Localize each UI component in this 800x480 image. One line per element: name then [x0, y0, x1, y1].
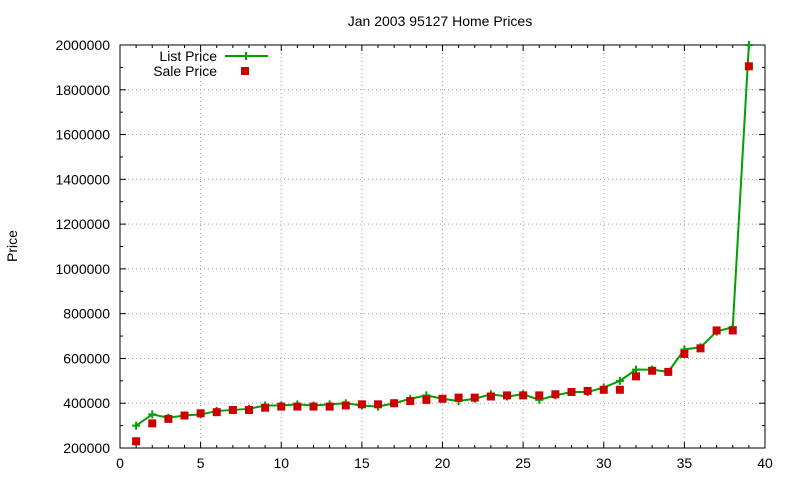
- sale-price-point: [374, 400, 382, 409]
- sale-price-point: [228, 405, 237, 414]
- sale-price-point: [519, 391, 528, 400]
- sale-price-point: [632, 372, 640, 381]
- sale-price-point: [196, 409, 205, 418]
- axes-frame: [119, 44, 766, 449]
- sale-price-point: [406, 396, 415, 405]
- y-tick-label: 2000000: [55, 37, 110, 53]
- y-tick-label: 800000: [63, 306, 110, 322]
- sale-price-point: [164, 414, 173, 423]
- sale-price-point: [664, 367, 673, 376]
- sale-price-point: [212, 408, 221, 417]
- sale-price-point: [551, 390, 560, 399]
- x-tick-label: 15: [354, 455, 370, 471]
- legend-label-sale-price: Sale Price: [153, 63, 217, 79]
- sale-price-point: [503, 391, 511, 400]
- y-tick-label: 1200000: [55, 216, 110, 232]
- x-tick-label: 5: [197, 455, 205, 471]
- sale-price-point: [261, 403, 270, 412]
- x-tick-label: 30: [596, 455, 612, 471]
- x-tick-label: 20: [435, 455, 451, 471]
- y-tick-label: 1600000: [55, 127, 110, 143]
- y-tick-label: 1800000: [55, 82, 110, 98]
- legend-marker-sale-price: [241, 67, 249, 75]
- legend: List Price Sale Price: [153, 48, 268, 79]
- list-price-point: [132, 421, 141, 430]
- sale-price-point: [696, 344, 705, 353]
- legend-label-list-price: List Price: [159, 48, 217, 64]
- sale-price-point: [245, 405, 253, 414]
- grid-lines: [120, 45, 765, 448]
- sale-price-point: [325, 402, 334, 411]
- sale-price-point: [712, 326, 721, 335]
- sale-price-point: [293, 402, 302, 411]
- sale-price-point: [454, 393, 463, 402]
- sale-price-point: [486, 392, 495, 401]
- sale-price-point: [470, 393, 479, 402]
- x-tick-label: 25: [515, 455, 531, 471]
- sale-price-point: [309, 402, 318, 411]
- x-tick-label: 0: [116, 455, 124, 471]
- x-tick-label: 10: [273, 455, 289, 471]
- sale-price-point: [132, 437, 141, 446]
- chart-title: Jan 2003 95127 Home Prices: [348, 13, 532, 29]
- sale-price-point: [438, 394, 447, 403]
- x-tick-label: 35: [677, 455, 693, 471]
- tick-labels: 0 5 10 15 20 25 30 35 40 200000 400000 600000 800000…: [55, 37, 773, 471]
- legend-marker-list-price: [242, 52, 250, 60]
- sale-price-point: [180, 411, 189, 420]
- list-price-point: [615, 376, 624, 385]
- list-price-point: [148, 410, 157, 419]
- sale-price-point: [583, 386, 592, 395]
- list-price-line: [135, 44, 750, 427]
- sale-price-point: [357, 400, 366, 409]
- sale-price-point: [680, 349, 689, 358]
- list-price-point: [632, 365, 640, 374]
- y-tick-label: 1400000: [55, 171, 110, 187]
- sale-price-point: [728, 326, 737, 335]
- sale-price-point: [599, 385, 608, 394]
- sale-price-point: [648, 366, 657, 375]
- sale-price-point: [567, 388, 576, 397]
- y-tick-label: 600000: [63, 350, 110, 366]
- sale-price-point: [390, 399, 399, 408]
- y-tick-label: 1000000: [55, 261, 110, 277]
- sale-price-point: [535, 391, 544, 400]
- y-axis-label: Price: [4, 230, 20, 262]
- list-price-series: [132, 41, 753, 430]
- sale-price-point: [615, 385, 624, 394]
- sale-price-point: [277, 402, 286, 411]
- sale-price-point: [422, 395, 431, 404]
- sale-price-point: [148, 419, 157, 428]
- y-tick-label: 200000: [63, 440, 110, 456]
- list-price-point: [744, 41, 753, 49]
- x-tick-label: 40: [757, 455, 773, 471]
- sale-price-point: [341, 401, 350, 410]
- sale-price-series: [132, 62, 753, 446]
- y-tick-label: 400000: [63, 395, 110, 411]
- sale-price-point: [744, 62, 753, 71]
